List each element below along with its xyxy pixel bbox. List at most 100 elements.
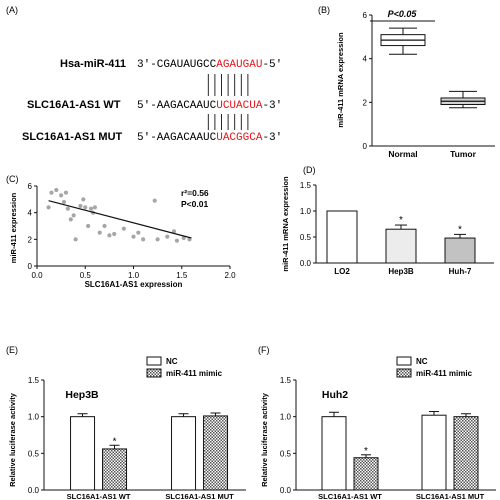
legend-label: NC xyxy=(416,357,428,366)
chart-e-title: Hep3B xyxy=(65,389,99,401)
sequence-alignment: Hsa-miR-411 3'-CGAUAUGCCAGAUGAU-5' SLC16… xyxy=(22,58,282,144)
scatter-point xyxy=(141,237,146,242)
scatter-point xyxy=(71,213,76,218)
legend-swatch xyxy=(146,356,162,366)
y-tick-label: 4 xyxy=(28,209,33,218)
chart-b-boxplot: 0 2 4 6 miR-411 mRNA expression Normal Tumor xyxy=(336,11,495,159)
bar xyxy=(385,228,417,264)
panel-label-c: (C) xyxy=(6,174,19,184)
scatter-point xyxy=(171,229,177,234)
significance-star: * xyxy=(364,446,368,457)
wt-sequence: 5'-AAGACAAUCUCUACUA-3' xyxy=(137,100,282,112)
x-tick-label: 1.5 xyxy=(176,271,188,280)
x-tick-label: Huh-7 xyxy=(449,267,472,276)
y-tick-label: 0.0 xyxy=(28,486,40,495)
y-tick-label: 0 xyxy=(28,262,33,271)
bar xyxy=(326,210,358,264)
y-tick-label: 1.0 xyxy=(300,207,312,216)
y-tick-label: 4 xyxy=(363,55,368,64)
stat-r2: r²=0.56 xyxy=(181,188,209,198)
y-tick-label: 0.5 xyxy=(28,449,40,458)
base-pair-lines-bottom xyxy=(207,114,249,130)
x-tick-label: 1.0 xyxy=(128,271,140,280)
x-tick-label: SLC16A1-AS1 MUT xyxy=(165,492,234,500)
scatter-point xyxy=(97,230,102,235)
x-tick-label: SLC16A1-AS1 WT xyxy=(318,492,382,500)
scatter-point xyxy=(61,199,67,205)
scatter-point xyxy=(86,223,91,229)
legend-swatch xyxy=(396,368,412,378)
wt-seq-site: UCUACUA xyxy=(216,100,263,112)
mut-seq-prefix: 5'-AAGACAAUC xyxy=(137,132,217,144)
bar xyxy=(321,416,347,491)
scatter-point xyxy=(174,238,180,243)
bar xyxy=(453,416,479,491)
regression-line xyxy=(48,200,192,239)
x-tick-label: SLC16A1-AS1 MUT xyxy=(416,492,485,500)
x-tick-label: 2.0 xyxy=(224,271,236,280)
scatter-point xyxy=(136,230,141,235)
chart-c-scatter: 0 2 4 6 miR-411 expression 0.0 0.5 1.0 1.5 2.0 SLC… xyxy=(9,182,236,289)
scatter-point xyxy=(102,223,107,229)
panel-label-f: (F) xyxy=(258,345,270,355)
bar xyxy=(203,415,229,491)
x-tick-label: Tumor xyxy=(450,149,477,159)
significance-star: * xyxy=(113,436,117,447)
mut-sequence: 5'-AAGACAAUCUACGGCA-3' xyxy=(137,132,282,144)
mut-seq-suffix: -3' xyxy=(262,132,282,144)
scatter-point xyxy=(81,197,86,202)
y-tick-label: 0.0 xyxy=(300,259,312,268)
scatter-point xyxy=(155,237,160,242)
y-tick-label: 6 xyxy=(28,182,33,191)
x-tick-label: Normal xyxy=(388,149,417,159)
bar xyxy=(171,416,197,491)
panel-label-e: (E) xyxy=(6,345,18,355)
y-tick-label: 0.0 xyxy=(280,486,292,495)
bar xyxy=(421,414,447,491)
y-tick-label: 1.5 xyxy=(280,376,292,385)
x-tick-label: 0.5 xyxy=(80,271,92,280)
y-tick-label: 1.0 xyxy=(28,413,40,422)
scatter-point xyxy=(88,206,94,211)
y-tick-label: 0.5 xyxy=(280,449,292,458)
scatter-point xyxy=(65,206,70,211)
legend-label: miR-411 mimic xyxy=(416,369,473,378)
wt-name: SLC16A1-AS1 WT xyxy=(27,99,121,111)
chart-e-bar: 0.0 0.5 1.0 1.5 Relative luciferase activity… xyxy=(8,356,246,500)
legend-swatch xyxy=(146,368,162,378)
stat-p: P<0.01 xyxy=(181,199,208,209)
scatter-point xyxy=(107,233,112,238)
scatter-point xyxy=(54,187,59,193)
y-tick-label: 0.5 xyxy=(300,233,312,242)
scatter-point xyxy=(165,234,170,239)
scatter-point xyxy=(46,205,51,210)
scatter-point xyxy=(59,193,64,198)
y-tick-label: 6 xyxy=(363,11,368,20)
y-axis-label: miR-411 mRNA expression xyxy=(281,176,290,272)
panel-label-b: (B) xyxy=(318,5,330,15)
y-tick-label: 2 xyxy=(363,98,368,107)
bar xyxy=(353,457,379,491)
significance-star: * xyxy=(399,215,403,226)
significance-label: P<0.05 xyxy=(388,9,418,19)
y-axis-label: miR-411 expression xyxy=(9,192,18,263)
chart-d-bar: 0.0 0.5 1.0 1.5 miR-411 mRNA expression LO2 * H… xyxy=(281,176,494,276)
significance-star: * xyxy=(458,224,462,235)
scatter-point xyxy=(73,237,78,242)
mirna-name: Hsa-miR-411 xyxy=(60,58,126,70)
chart-f-bar: 0.0 0.5 1.0 1.5 Relative luciferase activity… xyxy=(260,356,496,500)
bar xyxy=(70,416,96,491)
y-tick-label: 1.5 xyxy=(300,181,312,190)
bar xyxy=(102,448,128,491)
x-tick-label: LO2 xyxy=(334,267,350,276)
bar xyxy=(444,237,476,264)
mirna-seq-prefix: 3'-CGAUAUGCC xyxy=(137,59,217,71)
scatter-point xyxy=(112,231,117,237)
scatter-point xyxy=(63,190,69,195)
mirna-seq-suffix: -5' xyxy=(262,59,282,71)
y-axis-label: miR-411 mRNA expression xyxy=(336,32,345,128)
mut-name: SLC16A1-AS1 MUT xyxy=(22,131,123,143)
legend-swatch xyxy=(396,356,412,366)
legend-label: miR-411 mimic xyxy=(166,369,223,378)
